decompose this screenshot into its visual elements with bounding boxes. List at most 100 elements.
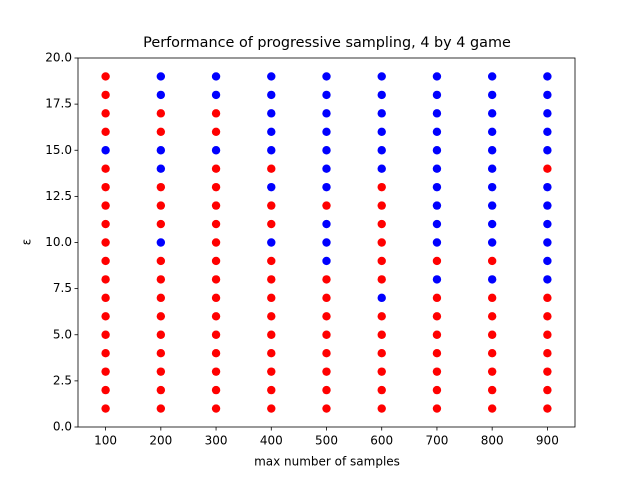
y-tick-label: 15.0 [45,143,72,157]
point [432,109,442,118]
y-tick-label: 12.5 [45,189,72,203]
point [267,219,276,229]
point [432,164,442,173]
point [156,367,166,376]
point [267,367,276,376]
point [322,312,331,321]
point [432,256,442,266]
point [322,293,331,303]
point [322,127,331,136]
point [377,293,386,303]
point [211,201,221,210]
x-tick-label: 900 [536,434,559,448]
point [543,293,552,303]
point [211,182,221,192]
point [156,90,166,100]
point [267,385,276,395]
point [267,127,276,136]
point [101,275,110,284]
y-tick-label: 17.5 [45,97,72,111]
point [432,367,442,376]
point [377,330,386,339]
point [432,275,442,284]
point [432,90,442,100]
point [101,385,110,395]
point [211,330,221,339]
point [377,256,386,266]
point [267,72,276,81]
point [432,293,442,303]
point [156,404,166,413]
point [101,404,110,413]
point [267,90,276,100]
point [211,90,221,100]
point [377,367,386,376]
point [267,164,276,173]
point [156,109,166,118]
x-tick-label: 300 [205,434,228,448]
point [211,349,221,358]
point [432,349,442,358]
point [377,127,386,136]
point [377,312,386,321]
point [101,72,110,81]
point [322,72,331,81]
point [487,385,497,395]
point [543,256,552,266]
point [377,385,386,395]
point [267,312,276,321]
point [377,164,386,173]
point [101,238,110,247]
y-tick-label: 7.5 [53,281,72,295]
point [101,201,110,210]
point [322,201,331,210]
point [377,349,386,358]
y-tick-label: 0.0 [53,420,72,434]
point [543,312,552,321]
point [267,201,276,210]
point [211,109,221,118]
point [156,146,166,155]
point [432,238,442,247]
point [211,275,221,284]
point [543,385,552,395]
point [101,349,110,358]
point [322,256,331,266]
point [322,385,331,395]
point [377,90,386,100]
point [377,275,386,284]
point [377,404,386,413]
point [101,164,110,173]
point [267,182,276,192]
point [487,182,497,192]
point [487,219,497,229]
point [322,109,331,118]
point [487,127,497,136]
point [322,164,331,173]
y-tick-label: 10.0 [45,235,72,249]
point [156,312,166,321]
point [432,182,442,192]
y-tick-label: 20.0 [45,51,72,65]
point [101,182,110,192]
point [543,182,552,192]
point [156,275,166,284]
point [101,293,110,303]
point [156,256,166,266]
point [487,201,497,210]
point [432,404,442,413]
point [543,330,552,339]
point [101,90,110,100]
point [432,330,442,339]
y-tick-label: 5.0 [53,327,72,341]
point [101,330,110,339]
point [543,238,552,247]
point [487,90,497,100]
point [432,201,442,210]
chart-title: Performance of progressive sampling, 4 b… [143,35,511,51]
point [322,238,331,247]
x-tick-label: 500 [315,434,338,448]
plot-frame [77,57,576,428]
point [211,367,221,376]
point [267,404,276,413]
